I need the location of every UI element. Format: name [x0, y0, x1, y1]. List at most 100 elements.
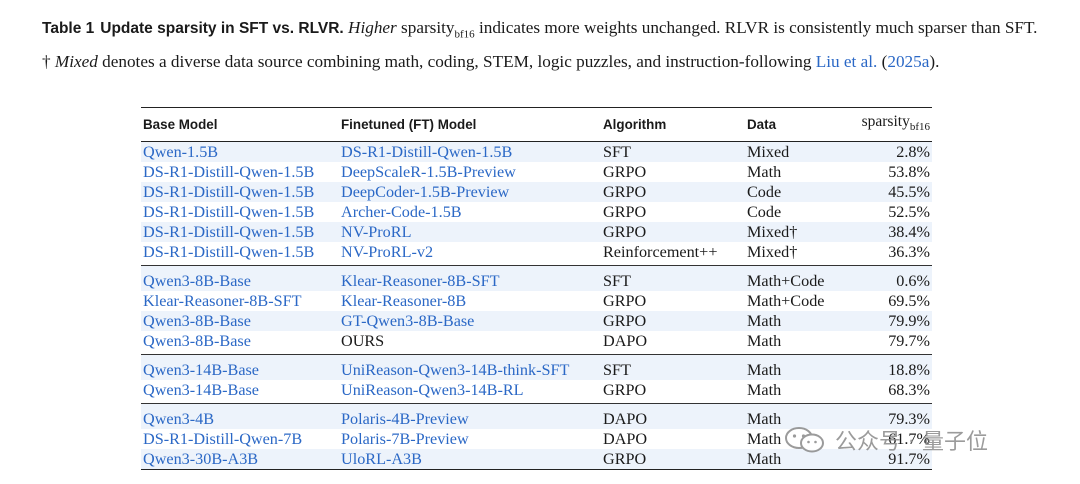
table-row: Qwen3-8B-Base OURS DAPO Math 79.7% [141, 331, 932, 356]
cell-data: Math [745, 380, 845, 405]
header-data: Data [745, 106, 845, 143]
caption-label: Table 1 [42, 20, 95, 37]
cell-sparsity: 53.8% [888, 163, 930, 182]
table-row: Qwen3-14B-Base UniReason-Qwen3-14B-think-… [141, 354, 932, 381]
cell-ft-model[interactable]: Klear-Reasoner-8B-SFT [339, 265, 601, 292]
cell-base-model[interactable]: Qwen3-4B [141, 403, 339, 430]
cell-sparsity: 45.5% [845, 182, 932, 203]
table-row: Qwen-1.5B DS-R1-Distill-Qwen-1.5B SFT Mixed… [141, 141, 932, 163]
cell-base-model[interactable]: Qwen-1.5B [141, 141, 339, 163]
citation-link-year[interactable]: 2025a [887, 52, 930, 72]
cell-ft-model[interactable]: Polaris-4B-Preview [339, 403, 601, 430]
cell-sparsity: 52.5% [888, 203, 930, 222]
cell-ft-model[interactable]: Archer-Code-1.5B [341, 203, 462, 222]
cell-ft-model[interactable]: UniReason-Qwen3-14B-RL [339, 380, 601, 405]
cell-data: Math [745, 354, 845, 381]
cell-sparsity: 79.9% [845, 311, 932, 332]
table-row: DS-R1-Distill-Qwen-1.5B Archer-Code-1.5B G… [141, 202, 932, 222]
cell-ft-model[interactable]: Klear-Reasoner-8B [341, 292, 467, 311]
cell-algorithm: SFT [601, 354, 745, 381]
wechat-icon [785, 427, 824, 453]
cell-base-model[interactable]: Qwen3-8B-Base [141, 311, 339, 332]
citation-link-authors[interactable]: Liu et al. [815, 52, 878, 72]
cell-data: Mixed† [745, 222, 845, 243]
cell-data: Code [747, 203, 782, 222]
cell-algorithm: GRPO [603, 292, 647, 311]
table-row: DS-R1-Distill-Qwen-1.5B DeepScaleR-1.5B-P… [141, 162, 932, 182]
cell-algorithm: GRPO [601, 311, 745, 332]
header-sparsity-sub: bf16 [909, 121, 930, 134]
cell-ft-model[interactable]: Polaris-7B-Preview [341, 430, 469, 449]
cell-base-model[interactable]: Klear-Reasoner-8B-SFT [143, 292, 302, 311]
cell-sparsity: 91.7% [845, 449, 932, 471]
cell-algorithm: GRPO [601, 380, 745, 405]
cell-sparsity: 68.3% [845, 380, 932, 405]
cell-algorithm: GRPO [601, 449, 745, 471]
cell-base-model[interactable]: Qwen3-14B-Base [141, 380, 339, 405]
caption-sparsity-word: sparsity [396, 18, 455, 37]
cell-sparsity: 79.7% [845, 331, 932, 356]
cell-ft-model[interactable]: NV-ProRL [339, 222, 601, 243]
cell-base-model[interactable]: DS-R1-Distill-Qwen-1.5B [141, 182, 339, 203]
cell-algorithm: GRPO [601, 182, 745, 203]
cell-sparsity: 36.3% [845, 242, 932, 267]
cell-base-model[interactable]: DS-R1-Distill-Qwen-1.5B [141, 222, 339, 243]
cell-algorithm: GRPO [601, 222, 745, 243]
header-sparsity: sparsitybf16 [845, 106, 932, 143]
cell-base-model[interactable]: DS-R1-Distill-Qwen-7B [143, 430, 303, 449]
cell-base-model[interactable]: DS-R1-Distill-Qwen-1.5B [143, 163, 315, 182]
cell-sparsity: 2.8% [845, 141, 932, 163]
cell-sparsity: 18.8% [845, 354, 932, 381]
caption-sparsity-sub: bf16 [454, 28, 475, 41]
caption-text-1: indicates more weights unchanged. RLVR i… [42, 18, 1038, 72]
table-row: Klear-Reasoner-8B-SFT Klear-Reasoner-8B GR… [141, 291, 932, 311]
cell-data: Math [745, 331, 845, 356]
cell-algorithm: Reinforcement++ [601, 242, 745, 267]
cell-base-model[interactable]: Qwen3-8B-Base [141, 331, 339, 356]
caption-text-2: denotes a diverse data source combining … [97, 52, 816, 72]
cell-base-model[interactable]: DS-R1-Distill-Qwen-1.5B [143, 203, 315, 222]
table-row: DS-R1-Distill-Qwen-7B Polaris-7B-Preview D… [141, 429, 932, 449]
cell-algorithm: SFT [601, 265, 745, 292]
table-row: Qwen3-14B-Base UniReason-Qwen3-14B-RL GRPO… [141, 380, 932, 405]
sparsity-table: Base Model Finetuned (FT) Model Algorith… [141, 106, 932, 471]
caption-title: Update sparsity in SFT vs. RLVR. [100, 20, 344, 37]
cell-ft-model[interactable]: DeepScaleR-1.5B-Preview [341, 163, 516, 182]
table-row: Qwen3-30B-A3B UloRL-A3B GRPO Math 91.7% [141, 449, 932, 471]
cell-data: Mixed [745, 141, 845, 163]
cell-base-model[interactable]: Qwen3-8B-Base [141, 265, 339, 292]
caption-cite-open: ( [877, 52, 888, 72]
caption-italic-mixed: Mixed [54, 52, 98, 72]
table-row: DS-R1-Distill-Qwen-1.5B NV-ProRL GRPO Mixed… [141, 222, 932, 243]
cell-ft-model[interactable]: DeepCoder-1.5B-Preview [339, 182, 601, 203]
table-row: Qwen3-4B Polaris-4B-Preview DAPO Math 79.3% [141, 403, 932, 430]
cell-base-model[interactable]: Qwen3-14B-Base [141, 354, 339, 381]
cell-data: Math [745, 449, 845, 471]
cell-algorithm: DAPO [603, 430, 648, 449]
cell-ft-model[interactable]: GT-Qwen3-8B-Base [339, 311, 601, 332]
cell-base-model[interactable]: Qwen3-30B-A3B [141, 449, 339, 471]
cell-algorithm: SFT [601, 141, 745, 163]
cell-sparsity: 69.5% [888, 292, 930, 311]
cell-data: Math [747, 163, 782, 182]
header-ft-model: Finetuned (FT) Model [339, 106, 601, 143]
cell-base-model[interactable]: DS-R1-Distill-Qwen-1.5B [141, 242, 339, 267]
header-sparsity-word: sparsity [861, 113, 910, 130]
caption-italic-higher: Higher [348, 18, 397, 37]
cell-sparsity: 0.6% [845, 265, 932, 292]
cell-data: Math [747, 430, 782, 449]
watermark-text: 公众号 · 量子位 [835, 430, 988, 455]
cell-ft-model[interactable]: DS-R1-Distill-Qwen-1.5B [339, 141, 601, 163]
cell-sparsity: 79.3% [845, 403, 932, 430]
header-algorithm: Algorithm [601, 106, 745, 143]
cell-sparsity: 38.4% [845, 222, 932, 243]
cell-ft-model[interactable]: UniReason-Qwen3-14B-think-SFT [339, 354, 601, 381]
cell-ft-model[interactable]: UloRL-A3B [339, 449, 601, 471]
cell-data: Mixed† [745, 242, 845, 267]
table-header-row: Base Model Finetuned (FT) Model Algorith… [141, 106, 932, 143]
cell-sparsity: 61.7% [888, 430, 930, 449]
cell-ft-model[interactable]: NV-ProRL-v2 [339, 242, 601, 267]
cell-data: Math+Code [747, 292, 825, 311]
cell-algorithm: GRPO [603, 203, 647, 222]
table-caption: Table 1 Update sparsity in SFT vs. RLVR. … [42, 14, 1042, 75]
